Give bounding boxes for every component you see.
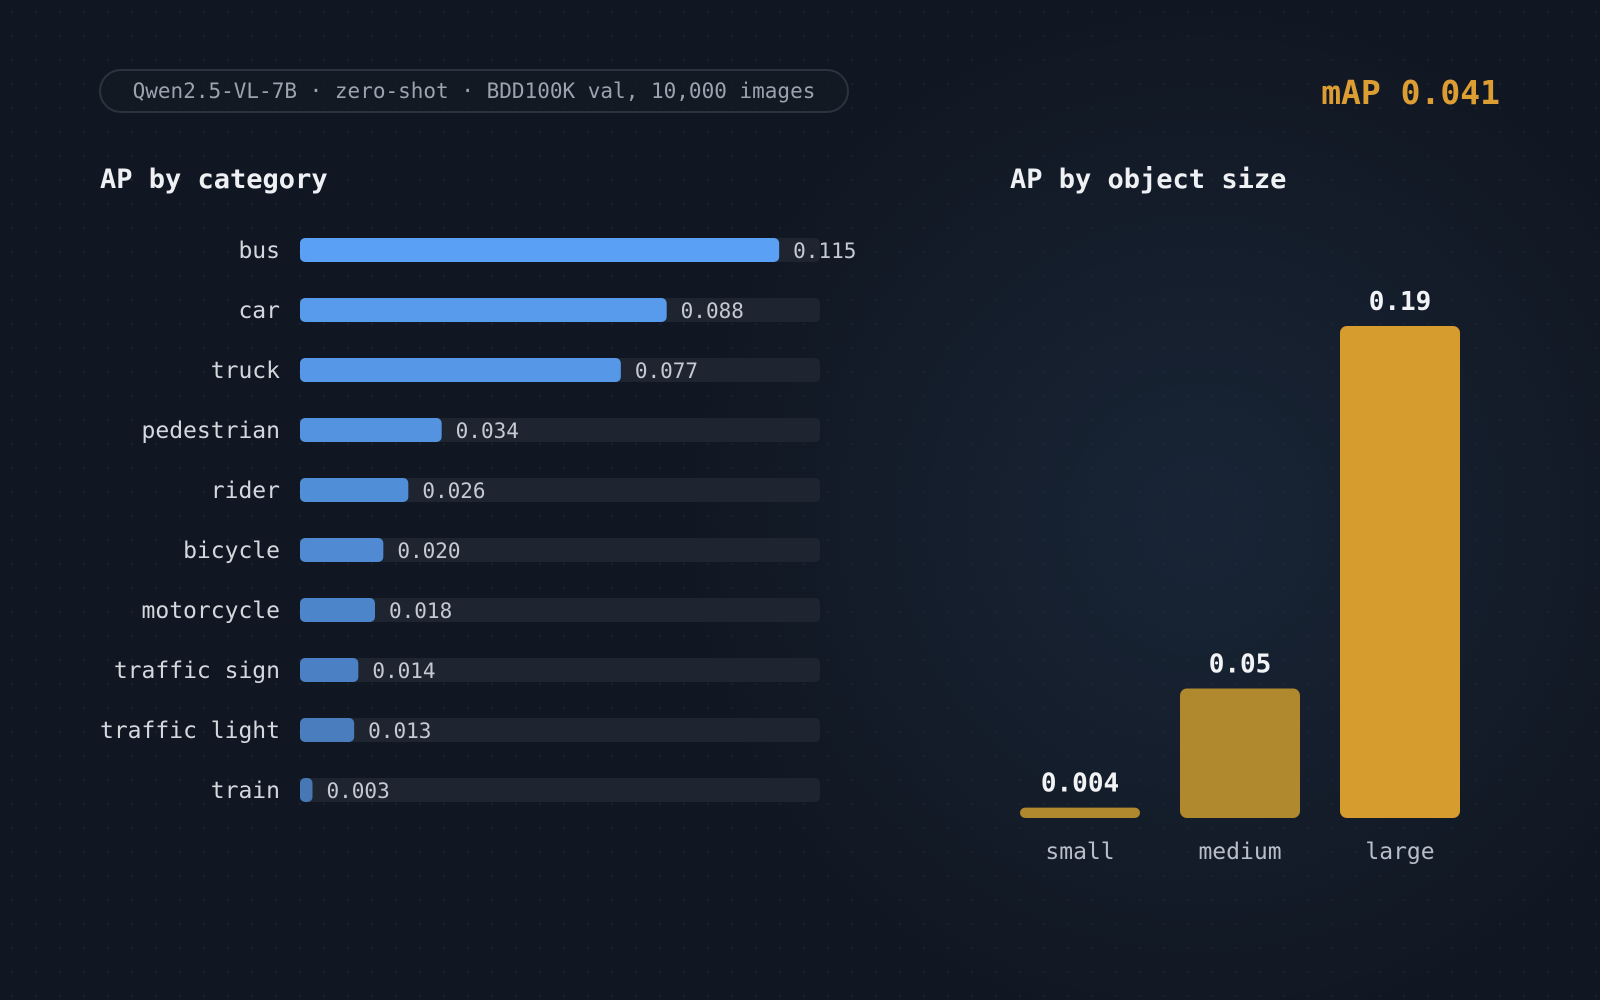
bar-value-label: 0.077	[635, 359, 698, 383]
size-value-label: 0.004	[1041, 769, 1119, 799]
bar-track	[300, 478, 820, 502]
size-category-label: small	[1045, 839, 1114, 865]
bar-value-label: 0.018	[389, 599, 452, 623]
size-value-label: 0.19	[1369, 287, 1432, 317]
category-label: truck	[211, 358, 280, 384]
size-bar	[1180, 688, 1300, 818]
category-label: motorcycle	[142, 598, 280, 624]
category-label: traffic light	[100, 718, 280, 744]
model-info-pill: Qwen2.5-VL-7B · zero-shot · BDD100K val,…	[99, 69, 849, 113]
bar-track	[300, 598, 820, 622]
category-bar	[300, 598, 375, 622]
category-bar	[300, 298, 667, 322]
category-label: traffic sign	[114, 658, 280, 684]
bar-track	[300, 718, 820, 742]
category-label: bus	[238, 238, 280, 264]
category-label: train	[211, 778, 280, 804]
size-bar	[1020, 807, 1140, 818]
bar-value-label: 0.026	[422, 479, 485, 503]
bar-value-label: 0.020	[397, 539, 460, 563]
bar-track	[300, 778, 820, 802]
bar-track	[300, 298, 820, 322]
category-bar	[300, 658, 359, 682]
category-bar	[300, 778, 313, 802]
category-label: bicycle	[183, 538, 280, 564]
category-label: rider	[211, 478, 280, 504]
size-chart-title: AP by object size	[1010, 164, 1287, 195]
bar-value-label: 0.014	[372, 659, 435, 683]
bar-track	[300, 238, 820, 262]
category-label: pedestrian	[142, 418, 280, 444]
bar-track	[300, 538, 820, 562]
category-label: car	[238, 298, 280, 324]
bar-track	[300, 658, 820, 682]
bar-value-label: 0.115	[793, 239, 856, 263]
bar-track	[300, 418, 820, 442]
category-bar	[300, 718, 355, 742]
category-bar	[300, 358, 621, 382]
category-chart-title: AP by category	[100, 164, 328, 195]
map-score: mAP 0.041	[1321, 73, 1500, 112]
size-value-label: 0.05	[1209, 650, 1272, 680]
bar-value-label: 0.013	[368, 719, 431, 743]
size-category-label: large	[1365, 839, 1434, 865]
bar-track	[300, 358, 820, 382]
size-bar	[1340, 326, 1460, 818]
category-bar	[300, 478, 409, 502]
bar-value-label: 0.088	[681, 299, 744, 323]
bar-value-label: 0.003	[327, 779, 390, 803]
category-bar	[300, 238, 780, 262]
category-bar	[300, 538, 384, 562]
category-bar	[300, 418, 442, 442]
bar-value-label: 0.034	[456, 419, 519, 443]
size-category-label: medium	[1198, 839, 1281, 865]
